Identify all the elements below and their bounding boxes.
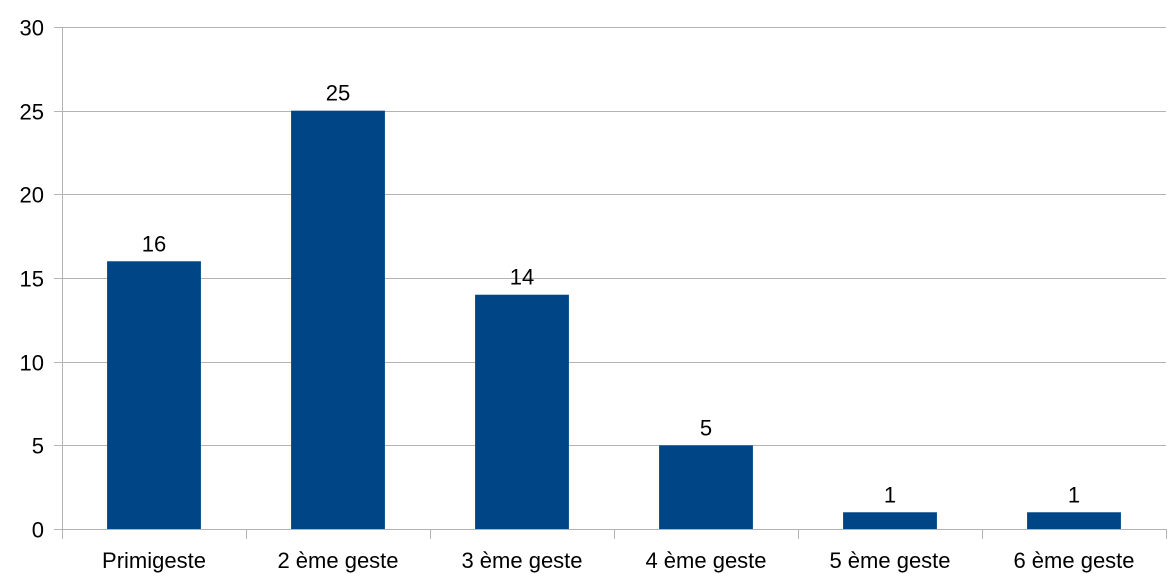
y-tick-label: 25 <box>20 100 44 125</box>
data-label: 25 <box>326 81 350 106</box>
x-category-label: Primigeste <box>102 548 206 573</box>
x-category-label: 5 ème geste <box>829 548 950 573</box>
y-tick-label: 30 <box>20 16 44 41</box>
y-tick-label: 5 <box>32 434 44 459</box>
data-label: 1 <box>1068 482 1080 507</box>
y-tick-label: 10 <box>20 351 44 376</box>
x-category-label: 3 ème geste <box>461 548 582 573</box>
bar-5 <box>843 512 937 529</box>
data-label: 1 <box>884 482 896 507</box>
bar-2 <box>291 110 385 530</box>
data-label: 5 <box>700 415 712 440</box>
bar-4 <box>659 445 753 529</box>
bars <box>107 110 1121 530</box>
axes <box>62 27 1167 539</box>
bar-6 <box>1027 512 1121 529</box>
y-tick-label: 20 <box>20 183 44 208</box>
gridlines <box>54 27 1166 530</box>
bar-3 <box>475 294 569 529</box>
bar-1 <box>107 261 201 529</box>
x-category-label: 2 ème geste <box>277 548 398 573</box>
x-category-label: 4 ème geste <box>645 548 766 573</box>
x-category-label: 6 ème geste <box>1013 548 1134 573</box>
data-label: 14 <box>510 265 534 290</box>
y-tick-label: 15 <box>20 267 44 292</box>
data-label: 16 <box>142 231 166 256</box>
y-tick-label: 0 <box>32 518 44 543</box>
